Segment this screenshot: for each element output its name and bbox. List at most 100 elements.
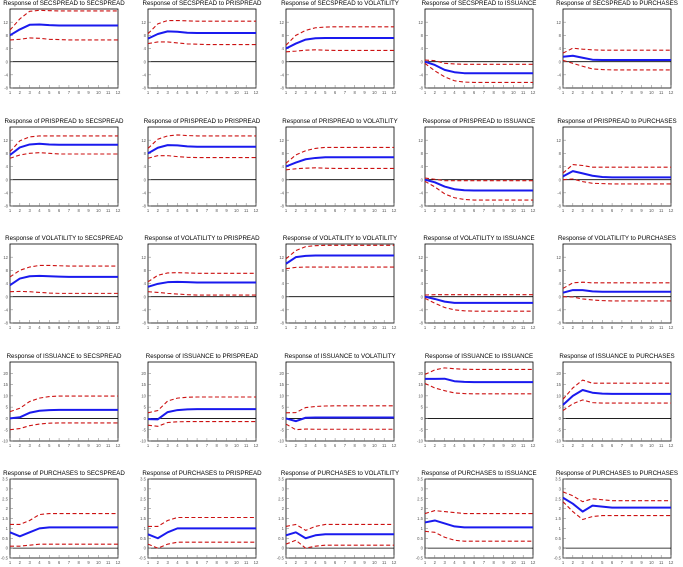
panel-title: Response of VOLATILITY to VOLATILITY xyxy=(283,235,397,242)
x-tick-label: 11 xyxy=(106,560,111,565)
response-line xyxy=(9,23,118,37)
plot-frame xyxy=(285,361,395,442)
y-tick-label: 1.5 xyxy=(278,516,284,521)
x-tick-label: 7 xyxy=(206,90,209,95)
y-tick-label: 0 xyxy=(421,416,424,421)
x-tick-label: 5 xyxy=(48,90,51,95)
y-tick-label: 0 xyxy=(559,59,562,64)
x-tick-label: 6 xyxy=(473,560,476,565)
response-line xyxy=(9,142,118,156)
response-line xyxy=(285,36,394,50)
x-tick-label: 10 xyxy=(511,443,516,448)
lower-band-line xyxy=(424,382,533,395)
x-tick-label: 11 xyxy=(106,443,111,448)
x-tick-label: 4 xyxy=(453,560,456,565)
plot-frame xyxy=(562,8,672,89)
upper-band-line xyxy=(424,367,533,375)
y-tick-label: 3 xyxy=(421,486,424,491)
x-tick-label: 7 xyxy=(483,208,486,213)
x-tick-label: 12 xyxy=(392,560,397,565)
y-tick-label: 0 xyxy=(559,546,562,551)
x-tick-label: 12 xyxy=(116,443,121,448)
plot-frame xyxy=(562,478,672,559)
y-tick-label: -8 xyxy=(557,86,561,91)
y-tick-label: -8 xyxy=(419,321,423,326)
y-tick-label: -4 xyxy=(280,72,284,77)
x-tick-label: 9 xyxy=(87,325,90,330)
y-tick-label: 4 xyxy=(421,164,424,169)
lower-band-line xyxy=(424,297,533,312)
x-tick-label: 10 xyxy=(96,560,101,565)
x-tick-label: 1 xyxy=(147,90,150,95)
x-tick-label: 12 xyxy=(669,443,674,448)
y-tick-label: 3 xyxy=(282,486,285,491)
y-tick-label: 1.5 xyxy=(2,516,8,521)
x-tick-label: 3 xyxy=(166,90,169,95)
y-tick-label: 15 xyxy=(141,382,146,387)
x-tick-label: 2 xyxy=(157,90,160,95)
panel-title: Response of PRISPREAD to PRISPREAD xyxy=(144,118,261,125)
x-tick-label: 7 xyxy=(68,443,71,448)
x-tick-label: 12 xyxy=(116,325,121,330)
y-tick-label: 20 xyxy=(279,371,284,376)
x-tick-label: 3 xyxy=(28,560,31,565)
plot-frame xyxy=(147,361,257,442)
irf-panel: Response of VOLATILITY to PRISPREAD -8 -4 0… xyxy=(141,235,260,330)
x-tick-label: 5 xyxy=(48,560,51,565)
lower-band-line xyxy=(562,296,671,302)
y-tick-label: 2 xyxy=(421,506,424,511)
y-tick-label: 3.5 xyxy=(2,477,8,482)
x-tick-label: 5 xyxy=(48,208,51,213)
x-tick-label: 10 xyxy=(511,560,516,565)
x-tick-label: 9 xyxy=(225,443,228,448)
x-tick-label: 11 xyxy=(659,560,664,565)
irf-panel: Response of PURCHASES to PURCHASES -0.5 0 0… xyxy=(554,470,678,565)
y-tick-label: 10 xyxy=(279,393,284,398)
y-tick-label: 2 xyxy=(144,506,147,511)
y-tick-label: 12 xyxy=(418,255,423,260)
y-tick-label: 4 xyxy=(421,281,424,286)
x-tick-label: 6 xyxy=(196,560,199,565)
x-tick-label: 10 xyxy=(649,325,654,330)
y-tick-label: 8 xyxy=(282,33,285,38)
panel-title: Response of SECSPREAD to ISSUANCE xyxy=(422,0,537,7)
irf-panel: Response of ISSUANCE to PRISPREAD -10 -5 0 5… xyxy=(140,353,259,448)
y-tick-label: -5 xyxy=(4,427,8,432)
x-tick-label: 3 xyxy=(581,560,584,565)
x-tick-label: 2 xyxy=(157,208,160,213)
x-tick-label: 5 xyxy=(48,325,51,330)
x-tick-label: 11 xyxy=(106,90,111,95)
x-tick-label: 9 xyxy=(502,90,505,95)
x-tick-label: 9 xyxy=(363,90,366,95)
x-tick-label: 1 xyxy=(562,90,565,95)
x-tick-label: 6 xyxy=(196,90,199,95)
y-tick-label: 1 xyxy=(144,526,147,531)
y-tick-label: 4 xyxy=(559,281,562,286)
response-line xyxy=(562,54,671,62)
irf-panel: Response of SECSPREAD to PURCHASES -8 -4 0 4… xyxy=(556,0,678,95)
x-tick-label: 6 xyxy=(473,208,476,213)
x-tick-label: 10 xyxy=(234,325,239,330)
x-tick-label: 1 xyxy=(9,325,12,330)
x-tick-label: 5 xyxy=(186,443,189,448)
y-tick-label: -8 xyxy=(4,86,8,91)
lower-band-line xyxy=(9,152,118,159)
x-tick-label: 3 xyxy=(443,325,446,330)
y-tick-label: -8 xyxy=(280,321,284,326)
x-tick-label: 3 xyxy=(166,443,169,448)
response-line xyxy=(147,144,256,155)
response-line xyxy=(562,289,671,294)
x-tick-label: 11 xyxy=(659,325,664,330)
x-tick-label: 12 xyxy=(531,90,536,95)
y-tick-label: -10 xyxy=(278,439,285,444)
panel-title: Response of SECSPREAD to SECSPREAD xyxy=(3,0,125,7)
x-tick-label: 7 xyxy=(621,90,624,95)
x-tick-label: 1 xyxy=(562,443,565,448)
x-tick-label: 7 xyxy=(206,560,209,565)
x-tick-label: 5 xyxy=(186,325,189,330)
x-tick-label: 9 xyxy=(502,325,505,330)
y-tick-label: -10 xyxy=(2,439,9,444)
x-tick-label: 5 xyxy=(324,325,327,330)
x-tick-label: 3 xyxy=(166,208,169,213)
